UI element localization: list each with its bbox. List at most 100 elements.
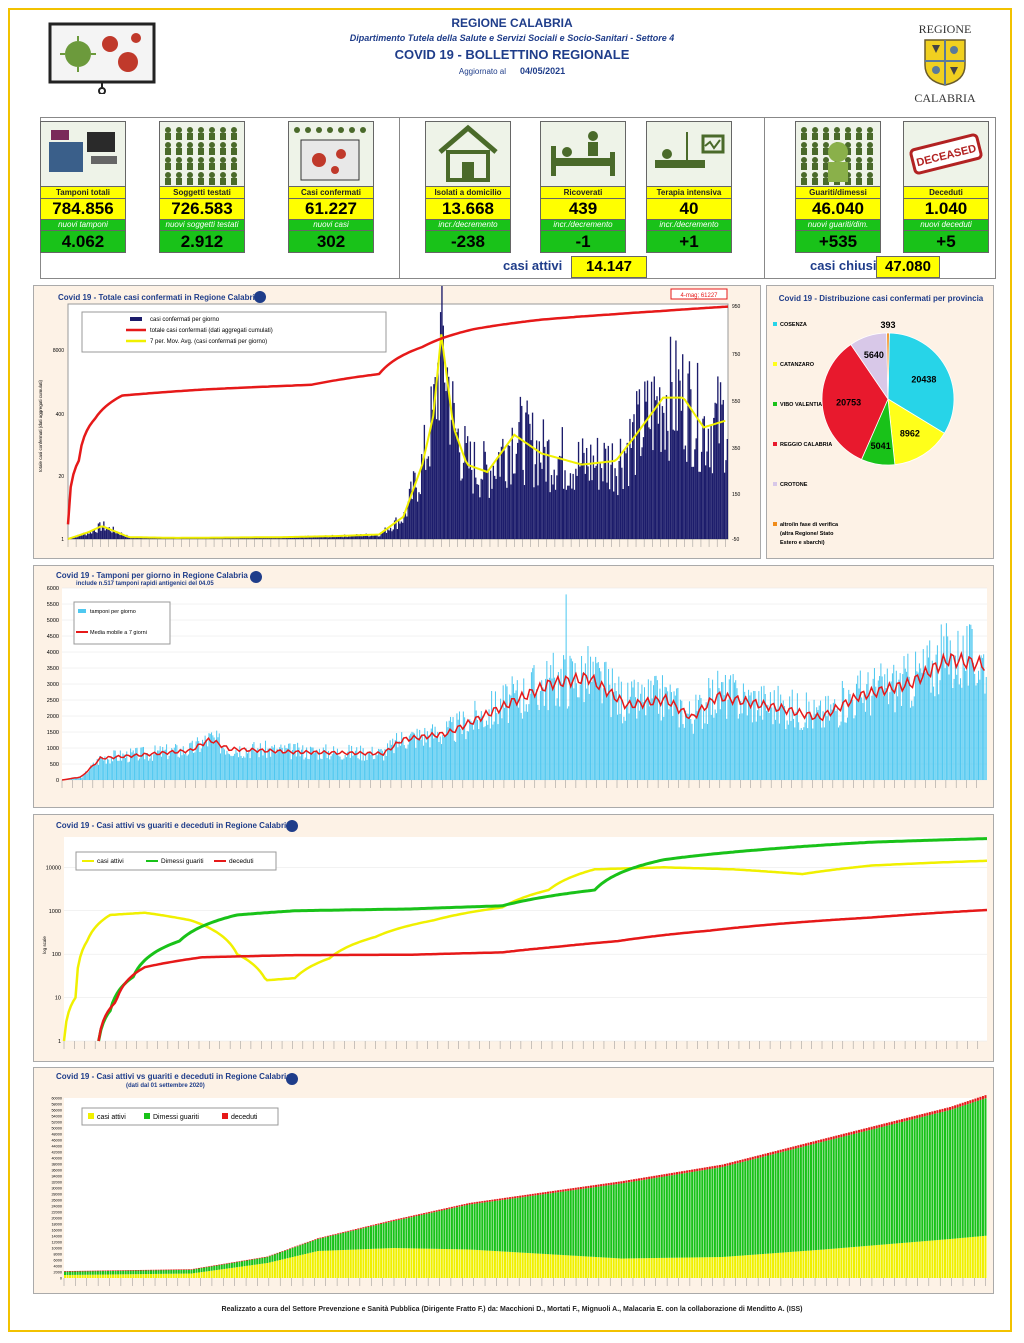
chart3-bar	[86, 773, 88, 780]
chart3-bar	[618, 676, 620, 780]
chart3-bar	[679, 699, 681, 780]
chart5-bar-active	[827, 1249, 830, 1278]
chart3-bar	[342, 759, 344, 780]
chart3-bar	[804, 722, 806, 780]
chart3-ytick: 2500	[47, 698, 59, 704]
chart3-bar	[344, 754, 346, 780]
chart3-bar	[414, 733, 416, 780]
chart3-bar	[885, 688, 887, 780]
chart3-bar	[81, 777, 83, 780]
chart5-bar-recovered	[820, 1142, 823, 1250]
chart5-bar-recovered	[498, 1200, 501, 1252]
chart3-bar	[94, 765, 96, 780]
chart1-bar	[416, 501, 419, 539]
chart5-bar-active	[969, 1237, 972, 1278]
chart3-bar	[834, 699, 836, 780]
chart3-bar	[628, 713, 630, 780]
chart1-bar	[714, 402, 716, 539]
chart3-bar	[231, 756, 233, 780]
chart5-bar-active	[382, 1248, 385, 1278]
chart5-bar-deceased	[903, 1118, 906, 1122]
chart3-bar	[451, 722, 453, 780]
chart3-bar	[776, 709, 778, 780]
chart3-bar	[333, 746, 335, 780]
chart3-bar	[113, 750, 115, 780]
chart3-bar	[109, 763, 111, 780]
chart5-bar-recovered	[402, 1218, 405, 1249]
chart5-bar-recovered	[971, 1102, 974, 1237]
chart1-bar	[515, 453, 518, 539]
chart5-bar-recovered	[880, 1127, 883, 1245]
chart5-bar-active	[589, 1256, 592, 1278]
chart1-bar	[484, 451, 486, 539]
chart3-bar	[347, 751, 349, 780]
chart5-bar-active	[344, 1249, 347, 1278]
chart5-bar-active	[971, 1236, 974, 1278]
chart1-bar	[370, 534, 373, 539]
chart3-bar	[629, 696, 631, 780]
chart5-bar-recovered	[721, 1167, 724, 1257]
chart1-bar	[318, 536, 320, 539]
chart3-bar	[280, 744, 282, 780]
chart1-bar	[315, 536, 317, 539]
chart3-bar	[167, 759, 169, 780]
chart5-bar-active	[304, 1254, 307, 1278]
chart5-bar-deceased	[541, 1192, 544, 1195]
chart5-bar-active	[187, 1273, 190, 1278]
chart3-bar	[286, 748, 288, 780]
chart1-bar	[691, 466, 693, 539]
chart1-bar	[381, 532, 384, 539]
chart5-bar-recovered	[354, 1230, 357, 1250]
chart3-bar	[587, 646, 589, 780]
chart3-bar	[550, 665, 552, 780]
chart3-bar	[818, 705, 820, 780]
chart5-bar-recovered	[69, 1271, 72, 1275]
chart5-bar-deceased	[473, 1202, 476, 1204]
chart5-bar-active	[630, 1258, 633, 1278]
chart3-bar	[625, 704, 628, 780]
chart1-bar	[652, 450, 654, 539]
virus-board-icon	[48, 22, 156, 94]
chart5-bar-active	[663, 1257, 666, 1278]
chart5-bar-deceased	[104, 1270, 107, 1272]
chart5-bar-active	[678, 1257, 681, 1278]
chart5-bar-active	[514, 1252, 517, 1278]
chart5-bar-recovered	[686, 1172, 689, 1258]
chart3-bar	[643, 687, 646, 780]
chart5-bar-recovered	[969, 1103, 972, 1238]
chart5-bar-deceased	[759, 1154, 762, 1158]
chart5-ytick: 50000	[51, 1127, 62, 1131]
chart5-bar-active	[342, 1250, 345, 1278]
chart1-bar	[143, 538, 146, 539]
chart5-bar-active	[349, 1249, 352, 1278]
chart1-bar	[553, 469, 555, 539]
chart5-bar-active	[152, 1273, 155, 1278]
chart3-bar	[772, 724, 774, 780]
chart3-bar	[826, 716, 828, 780]
chart3-bar	[207, 746, 209, 780]
chart3-bar	[696, 710, 698, 780]
chart3-bar	[760, 686, 762, 780]
chart5-bar-recovered	[873, 1128, 876, 1246]
chart1-ylabel: totale casi confermati (dati aggregati c…	[38, 379, 43, 472]
chart3-bar	[551, 678, 553, 780]
chart3-bar	[769, 692, 771, 780]
chart3-bar	[916, 671, 918, 780]
chart5-bar-deceased	[632, 1179, 635, 1182]
chart1-bar	[410, 481, 412, 539]
chart5-bar-active	[764, 1253, 767, 1278]
chart5-bar-active	[182, 1273, 185, 1278]
chart1-bar	[645, 401, 647, 539]
pie-legend-label: CROTONE	[780, 482, 808, 488]
chart3-bar	[983, 654, 985, 780]
chart3-bar	[374, 758, 376, 780]
chart5-bar-deceased	[326, 1235, 330, 1237]
chart5-bar-deceased	[402, 1217, 405, 1219]
chart3-bar	[349, 757, 351, 780]
chart3-bar	[340, 759, 342, 780]
chart3-bar	[489, 728, 491, 780]
chart3-bar	[212, 735, 214, 780]
chart5-bar-active	[299, 1255, 302, 1278]
chart5-bar-active	[289, 1257, 292, 1278]
chart5-bar-deceased	[739, 1160, 742, 1163]
